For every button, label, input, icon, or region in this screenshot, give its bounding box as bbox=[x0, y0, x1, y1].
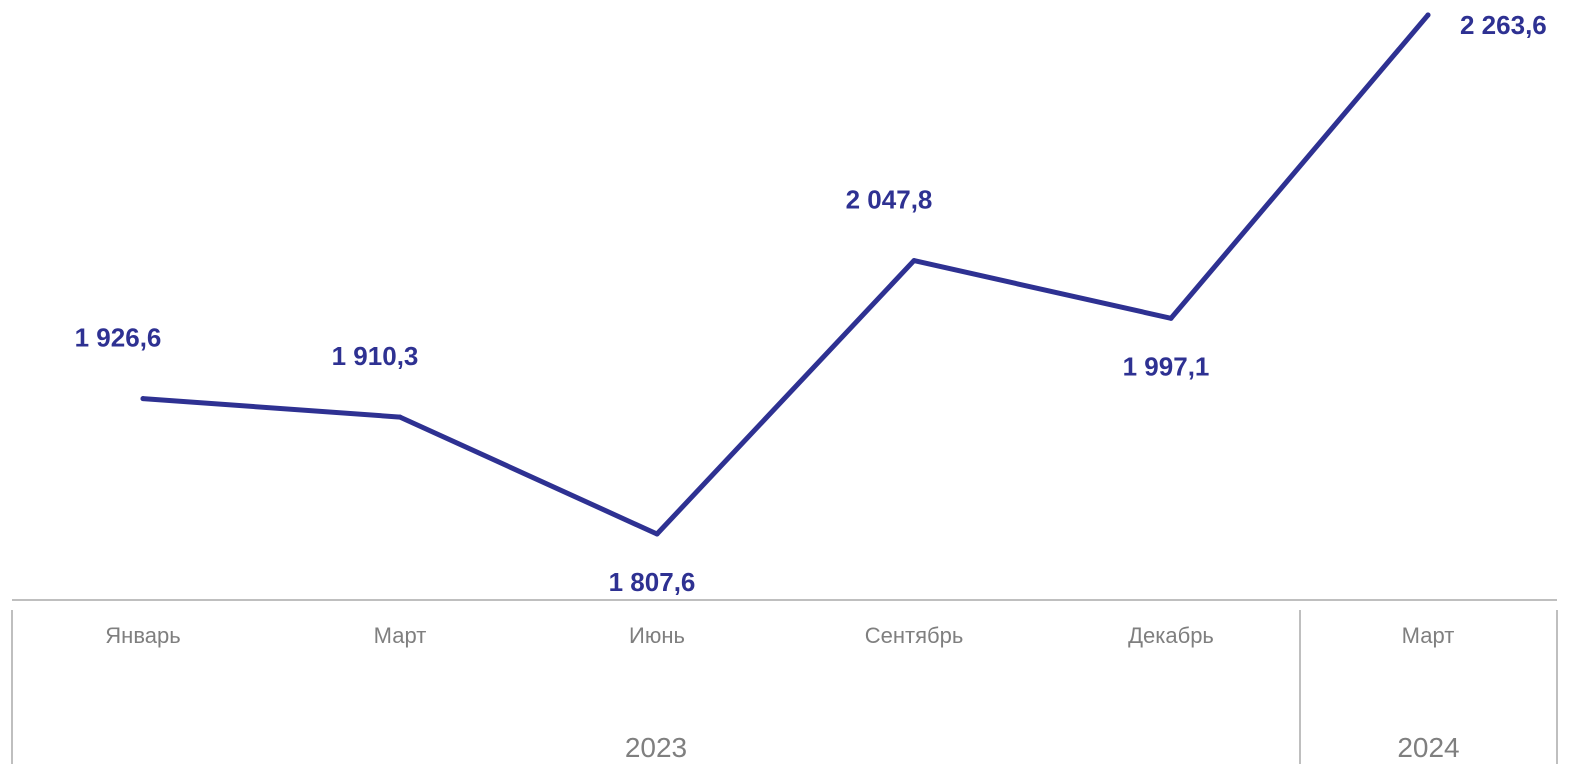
data-label: 1 807,6 bbox=[609, 567, 696, 597]
series-line bbox=[140, 12, 1431, 537]
data-label: 1 910,3 bbox=[332, 341, 419, 371]
data-label: 1 926,6 bbox=[75, 323, 162, 353]
data-label-layer: 1 926,6 1 910,3 1 807,6 2 047,8 1 997,1 2 263… bbox=[75, 10, 1547, 597]
x-tick-label: Январь bbox=[105, 623, 180, 648]
x-tick-label: Декабрь bbox=[1128, 623, 1214, 648]
data-point bbox=[1425, 12, 1431, 18]
data-point bbox=[1168, 315, 1174, 321]
data-label: 1 997,1 bbox=[1123, 351, 1210, 381]
data-point bbox=[397, 414, 403, 420]
year-group-label: 2023 bbox=[625, 732, 687, 763]
data-point bbox=[140, 396, 146, 402]
x-tick-label: Июнь bbox=[629, 623, 685, 648]
data-label: 2 047,8 bbox=[846, 185, 933, 215]
series-layer bbox=[140, 12, 1431, 537]
data-label: 2 263,6 bbox=[1460, 10, 1547, 40]
x-tick-label: Март bbox=[374, 623, 427, 648]
x-tick-label: Сентябрь bbox=[865, 623, 964, 648]
category-axis: Январь Март Июнь Сентябрь Декабрь Март 2023 202… bbox=[11, 599, 1558, 764]
data-point bbox=[654, 531, 660, 537]
x-tick-label: Март bbox=[1402, 623, 1455, 648]
year-group-label: 2024 bbox=[1397, 732, 1459, 763]
data-point bbox=[911, 258, 917, 264]
